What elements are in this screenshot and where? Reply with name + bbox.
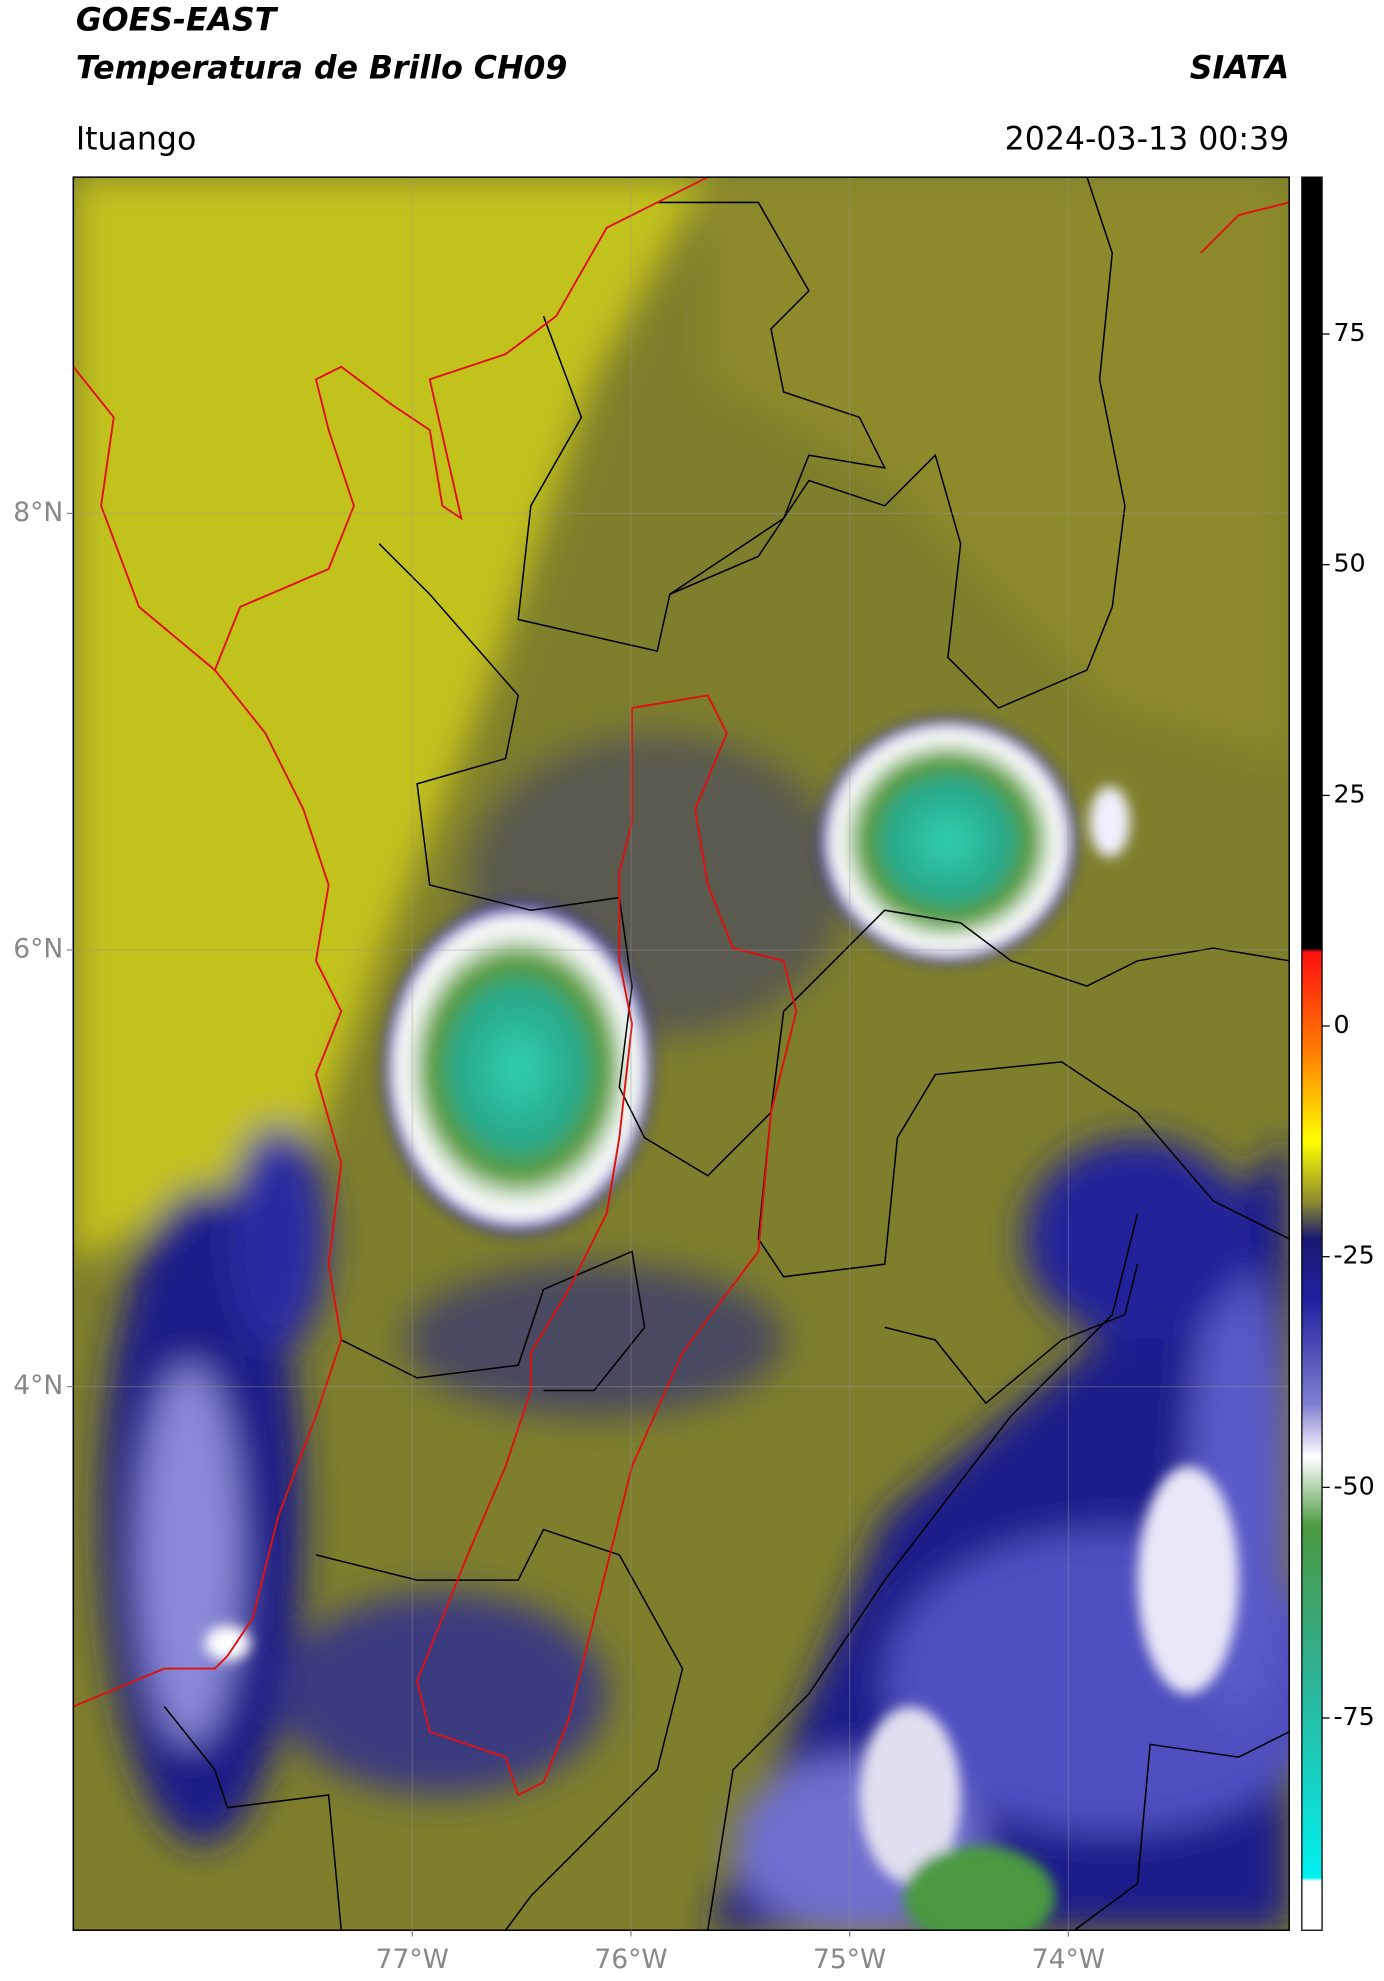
colorbar-tick-label: -75	[1333, 1702, 1374, 1731]
colorbar-tick-label: -25	[1333, 1241, 1374, 1270]
subtitle: Temperatura de Brillo CH09	[76, 51, 568, 87]
borders	[73, 177, 1290, 1931]
datetime: 2024-03-13 00:39	[1005, 121, 1290, 157]
colorbar-tick-label: 0	[1333, 1010, 1349, 1039]
satellite-image	[73, 177, 1290, 1931]
lon-tick-label: 74°W	[1032, 1944, 1105, 1975]
title: GOES-EAST	[76, 3, 279, 39]
brand: SIATA	[1190, 51, 1289, 87]
colorbar-tick-label: 50	[1333, 549, 1365, 578]
lon-tick-label: 76°W	[594, 1944, 667, 1975]
graticule	[73, 177, 1290, 1931]
map-frame	[72, 176, 1290, 1931]
lat-tick-label: 8°N	[13, 497, 63, 528]
colorbar	[1301, 176, 1323, 1931]
colorbar-tick-label: 25	[1333, 779, 1365, 808]
lon-tick-label: 77°W	[376, 1944, 449, 1975]
location: Ituango	[76, 121, 196, 157]
colorbar-tick-label: -50	[1333, 1471, 1374, 1500]
lon-tick-label: 75°W	[813, 1944, 886, 1975]
colorbar-tick-label: 75	[1333, 318, 1365, 347]
lat-tick-label: 6°N	[13, 933, 63, 964]
lat-tick-label: 4°N	[13, 1370, 63, 1401]
